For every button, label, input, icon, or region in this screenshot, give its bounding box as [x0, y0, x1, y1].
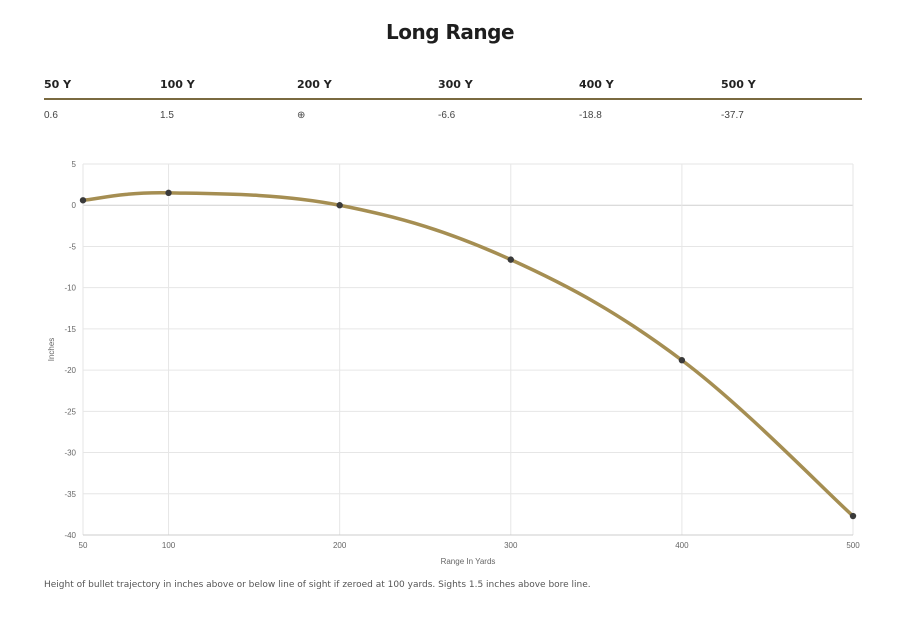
header-50y: 50 Y	[44, 78, 160, 100]
chart-grid	[82, 163, 854, 536]
x-tick-label: 500	[846, 541, 860, 550]
y-tick-label: -25	[64, 407, 76, 416]
data-point	[165, 189, 172, 197]
x-axis-title: Range In Yards	[441, 557, 496, 566]
y-tick-label: -15	[64, 325, 76, 334]
value-400y: -18.8	[579, 110, 602, 121]
y-tick-label: 5	[72, 160, 77, 169]
header-100y: 100 Y	[160, 78, 297, 100]
data-point	[678, 357, 686, 364]
header-400y: 400 Y	[579, 78, 721, 100]
value-300y: -6.6	[438, 110, 456, 121]
table-header-row: 50 Y 100 Y 200 Y 300 Y 400 Y 500 Y	[44, 78, 862, 100]
y-tick-label: -5	[69, 242, 77, 251]
data-point	[79, 197, 87, 204]
y-tick-label: -20	[64, 366, 76, 375]
x-tick-label: 50	[79, 541, 88, 550]
header-200y: 200 Y	[297, 78, 438, 100]
y-tick-label: -10	[64, 284, 76, 293]
y-tick-label: -30	[64, 449, 76, 458]
y-tick-label: -35	[64, 490, 76, 499]
trajectory-chart: 50-5-10-15-20-25-30-35-40 50 100 200 300 400…	[47, 160, 861, 566]
data-point	[849, 512, 857, 520]
x-tick-label: 300	[504, 541, 518, 550]
table-row: 0.6 1.5 ⊕ -6.6 -18.8 -37.7	[44, 99, 862, 121]
data-points	[79, 189, 857, 520]
data-point	[336, 202, 343, 209]
value-100y: 1.5	[160, 110, 174, 121]
x-tick-label: 100	[162, 541, 176, 550]
x-axis-ticks: 50 100 200 300 400 500	[79, 541, 861, 550]
y-tick-label: 0	[72, 201, 77, 210]
y-tick-label: -40	[64, 531, 76, 540]
header-500y: 500 Y	[721, 78, 862, 100]
x-tick-label: 200	[333, 541, 347, 550]
header-300y: 300 Y	[438, 78, 579, 100]
series-line	[81, 191, 855, 518]
y-axis-ticks: 5 0 -5 -10 -15 -20 -25 -30 -35 -40	[64, 160, 76, 540]
data-point	[507, 256, 514, 263]
y-axis-title: Inches	[47, 338, 56, 362]
x-tick-label: 400	[675, 541, 689, 550]
trajectory-table: 50 Y 100 Y 200 Y 300 Y 400 Y 500 Y 0.6 1…	[44, 78, 862, 121]
chart-title: Long Range	[385, 20, 515, 44]
value-500y: -37.7	[721, 110, 744, 121]
footnote: Height of bullet trajectory in inches ab…	[44, 580, 591, 590]
value-50y: 0.6	[44, 110, 58, 121]
value-200y-zero-icon: ⊕	[297, 110, 306, 121]
